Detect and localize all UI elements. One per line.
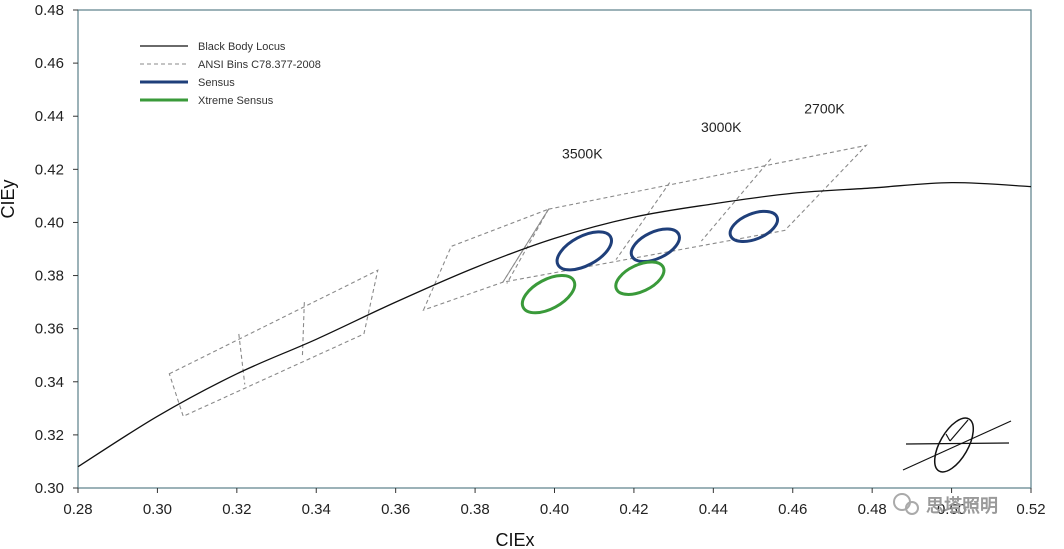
watermark: 思塔照明 (893, 493, 998, 517)
y-tick-label: 0.44 (35, 108, 64, 125)
black-body-locus-line (77, 181, 1032, 468)
x-tick-label: 0.38 (460, 501, 489, 518)
x-tick-label: 0.46 (778, 501, 807, 518)
ansi-divider (238, 333, 246, 385)
wechat-icon (893, 493, 911, 511)
sensus-ellipse (555, 230, 613, 272)
xtreme-sensus-ellipse (614, 260, 666, 296)
xtreme-sensus-ellipse (520, 274, 577, 315)
y-tick-label: 0.42 (35, 161, 64, 178)
y-axis-title: CIEy (0, 179, 18, 218)
cct-annotations: 3500K 3000K 2700K (562, 101, 845, 162)
ansi-bin-bin-mid (422, 208, 550, 312)
x-tick-label: 0.32 (222, 501, 251, 518)
locus-layer (77, 181, 1032, 468)
y-tick-label: 0.38 (35, 268, 64, 285)
legend-label: Black Body Locus (198, 41, 286, 53)
ellipse-diagram-icon (902, 417, 1012, 473)
legend: Black Body Locus ANSI Bins C78.377-2008 Se… (140, 41, 321, 107)
y-tick-label: 0.40 (35, 214, 64, 231)
y-tick-label: 0.48 (35, 2, 64, 19)
x-tick-label: 0.42 (619, 501, 648, 518)
y-tick-label: 0.32 (35, 427, 64, 444)
cct-label: 3500K (562, 146, 603, 162)
ansi-divider (615, 182, 671, 260)
cct-label: 3000K (701, 119, 742, 135)
ansi-bin-bin-left (168, 269, 379, 418)
x-tick-label: 0.28 (63, 501, 92, 518)
legend-label: Xtreme Sensus (198, 95, 274, 107)
legend-label: ANSI Bins C78.377-2008 (198, 59, 321, 71)
ansi-divider (301, 302, 305, 358)
ansi-divider (506, 208, 550, 284)
x-tick-label: 0.52 (1016, 501, 1045, 518)
x-tick-label: 0.50 (937, 501, 966, 518)
x-tick-label: 0.36 (381, 501, 410, 518)
x-tick-label: 0.48 (858, 501, 887, 518)
sensus-ellipse (629, 227, 681, 264)
watermark-text: 思塔照明 (926, 495, 998, 517)
sensus-ellipse (728, 209, 780, 244)
y-tick-label: 0.30 (35, 480, 64, 497)
x-tick-label: 0.40 (540, 501, 569, 518)
x-tick-label: 0.30 (143, 501, 172, 518)
wechat-icon-inner (905, 501, 919, 515)
x-tick-label: 0.44 (699, 501, 728, 518)
y-tick-label: 0.46 (35, 55, 64, 72)
y-ticks: 0.30 0.32 0.34 0.36 0.38 0.40 0.42 0.44 0.46 0.48 (35, 2, 78, 497)
y-tick-label: 0.36 (35, 321, 64, 338)
y-tick-label: 0.34 (35, 374, 64, 391)
ellipses-layer (520, 209, 780, 315)
cct-label: 2700K (804, 101, 845, 117)
ansi-bin-bin-right (501, 144, 868, 283)
x-tick-label: 0.34 (302, 501, 331, 518)
ansi-divider (701, 158, 772, 242)
x-ticks: 0.28 0.30 0.32 0.34 0.36 0.38 0.40 0.42 0.44 0.46… (63, 488, 1046, 518)
ansi-bins-layer (168, 144, 868, 418)
legend-label: Sensus (198, 77, 235, 89)
x-axis-title: CIEx (495, 530, 534, 549)
